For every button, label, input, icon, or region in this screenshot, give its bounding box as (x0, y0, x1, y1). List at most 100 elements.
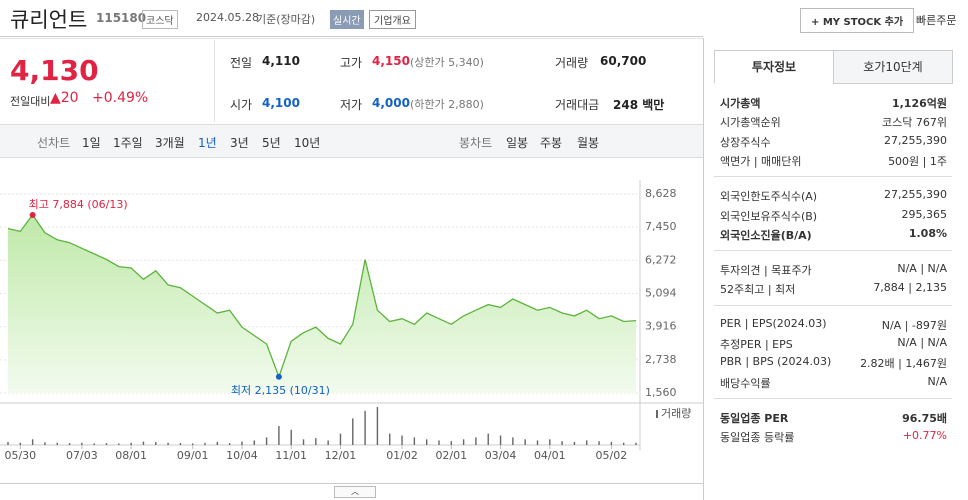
info-label: 배당수익률 (720, 376, 771, 390)
volume-bar (81, 442, 83, 445)
volume-bar (561, 441, 563, 445)
stat-extra: (상한가 5,340) (410, 56, 484, 69)
volume-bar (278, 426, 280, 445)
change-percent: +0.49% (92, 90, 149, 106)
volume-bar (438, 440, 440, 445)
volume-bar (142, 441, 145, 445)
info-value: 1,126억원 (891, 97, 947, 110)
info-value: N/A (927, 374, 947, 388)
collapse-button[interactable]: ︿ (334, 486, 376, 498)
volume-bar (155, 441, 157, 445)
x-tick-label: 01/02 (386, 449, 418, 462)
volume-bar (610, 441, 613, 445)
x-tick-label: 11/01 (275, 449, 307, 462)
x-tick-label: 05/02 (596, 449, 628, 462)
info-value: N/A | -897원 (881, 318, 947, 332)
volume-bar (389, 433, 391, 445)
y-tick-label: 2,738 (645, 353, 677, 366)
info-label: 시가총액 (720, 97, 761, 110)
volume-bar (475, 437, 477, 445)
panel-tab[interactable]: 투자정보 (714, 50, 834, 83)
overview-button[interactable]: 기업개요 (369, 10, 416, 29)
volume-bar (290, 429, 292, 445)
period-tab[interactable]: 1일 (82, 136, 101, 150)
candle-tab[interactable]: 일봉 (506, 136, 529, 150)
divider (714, 250, 952, 252)
volume-bar (450, 441, 452, 445)
info-value: 27,255,390 (884, 133, 947, 147)
y-tick-label: 8,628 (645, 187, 677, 200)
line (7, 213, 637, 379)
info-value: 500원 | 1주 (888, 154, 947, 168)
volume-bar (573, 441, 576, 445)
stat-value: 248 백만 (613, 98, 665, 112)
x-tick-label: 04/01 (534, 449, 566, 462)
divider (714, 176, 952, 178)
volume-bar (413, 437, 416, 445)
period-tab[interactable]: 1년 (198, 136, 217, 150)
period-tab[interactable]: 3년 (230, 136, 249, 150)
my-stock-button[interactable]: + MY STOCK 추가 (800, 8, 915, 33)
stat-value: 4,150 (372, 54, 410, 68)
y-tick-label: 5,094 (645, 287, 677, 300)
volume-bar (44, 442, 46, 445)
divider (714, 304, 952, 306)
info-label: 동일업종 PER (720, 411, 789, 425)
candle-tab[interactable]: 월봉 (577, 136, 600, 150)
period-tab[interactable]: 5년 (262, 136, 281, 150)
divider (714, 397, 952, 399)
volume-bar (536, 440, 539, 445)
info-label: 추정PER | EPS (720, 338, 793, 351)
info-value: 7,884 | 2,135 (873, 281, 947, 295)
stat-value: 4,000 (372, 96, 410, 110)
volume-bar (118, 443, 120, 445)
info-label: 상장주식수 (720, 135, 771, 149)
info-value: 295,365 (901, 207, 948, 221)
change-label: 전일대비 (10, 95, 51, 108)
tab-label: 봉차트 (459, 136, 493, 150)
volume-bar (302, 439, 305, 445)
period-tab[interactable]: 3개월 (155, 136, 185, 150)
divider (0, 483, 703, 484)
volume-bar (524, 439, 526, 445)
volume-bar (56, 442, 58, 445)
x-tick-label: 02/01 (435, 449, 467, 462)
info-label: 외국인보유주식수(B) (720, 209, 818, 223)
stat-label: 거래량 (555, 56, 589, 70)
area (8, 214, 636, 393)
tab-label: 선차트 (37, 136, 71, 150)
candle-tab[interactable]: 주봉 (540, 136, 563, 150)
divider (214, 40, 215, 122)
period-tab[interactable]: 1주일 (113, 136, 143, 150)
volume-bar (265, 437, 268, 445)
period-bar (0, 124, 703, 158)
info-value: N/A | N/A (897, 336, 947, 349)
period-tab[interactable]: 10년 (294, 136, 321, 150)
low-label: 최저 2,135 (10/31) (231, 384, 330, 397)
volume-bar (93, 443, 95, 445)
info-label: 시가총액순위 (720, 116, 781, 130)
x-tick-label: 12/01 (325, 449, 357, 462)
volume-bar (512, 437, 514, 445)
info-value: 2.82배 | 1,467원 (860, 357, 947, 371)
volume-bar (598, 441, 600, 445)
x-tick-label: 09/01 (177, 449, 209, 462)
volume-bar (192, 443, 194, 445)
x-tick-label: 08/01 (115, 449, 147, 462)
market-badge: 코스닥 (142, 10, 178, 29)
stat-label: 고가 (340, 56, 363, 70)
info-label: PER | EPS(2024.03) (720, 316, 827, 330)
y-tick-label: 1,560 (645, 386, 677, 399)
volume-bar (7, 441, 9, 445)
volume-bar (401, 435, 403, 445)
info-value: 코스닥 767위 (882, 116, 947, 130)
volume-bar (228, 443, 231, 445)
volume-bar (586, 440, 588, 445)
info-label: 동일업종 등락률 (720, 431, 795, 445)
quick-order[interactable]: 빠른주문 (916, 14, 957, 27)
info-value: 96.75배 (902, 411, 947, 425)
realtime-badge[interactable]: 실시간 (330, 10, 364, 29)
divider (703, 38, 704, 500)
panel-tab[interactable]: 호가10단계 (833, 50, 953, 84)
y-tick-label: 3,916 (645, 320, 677, 333)
